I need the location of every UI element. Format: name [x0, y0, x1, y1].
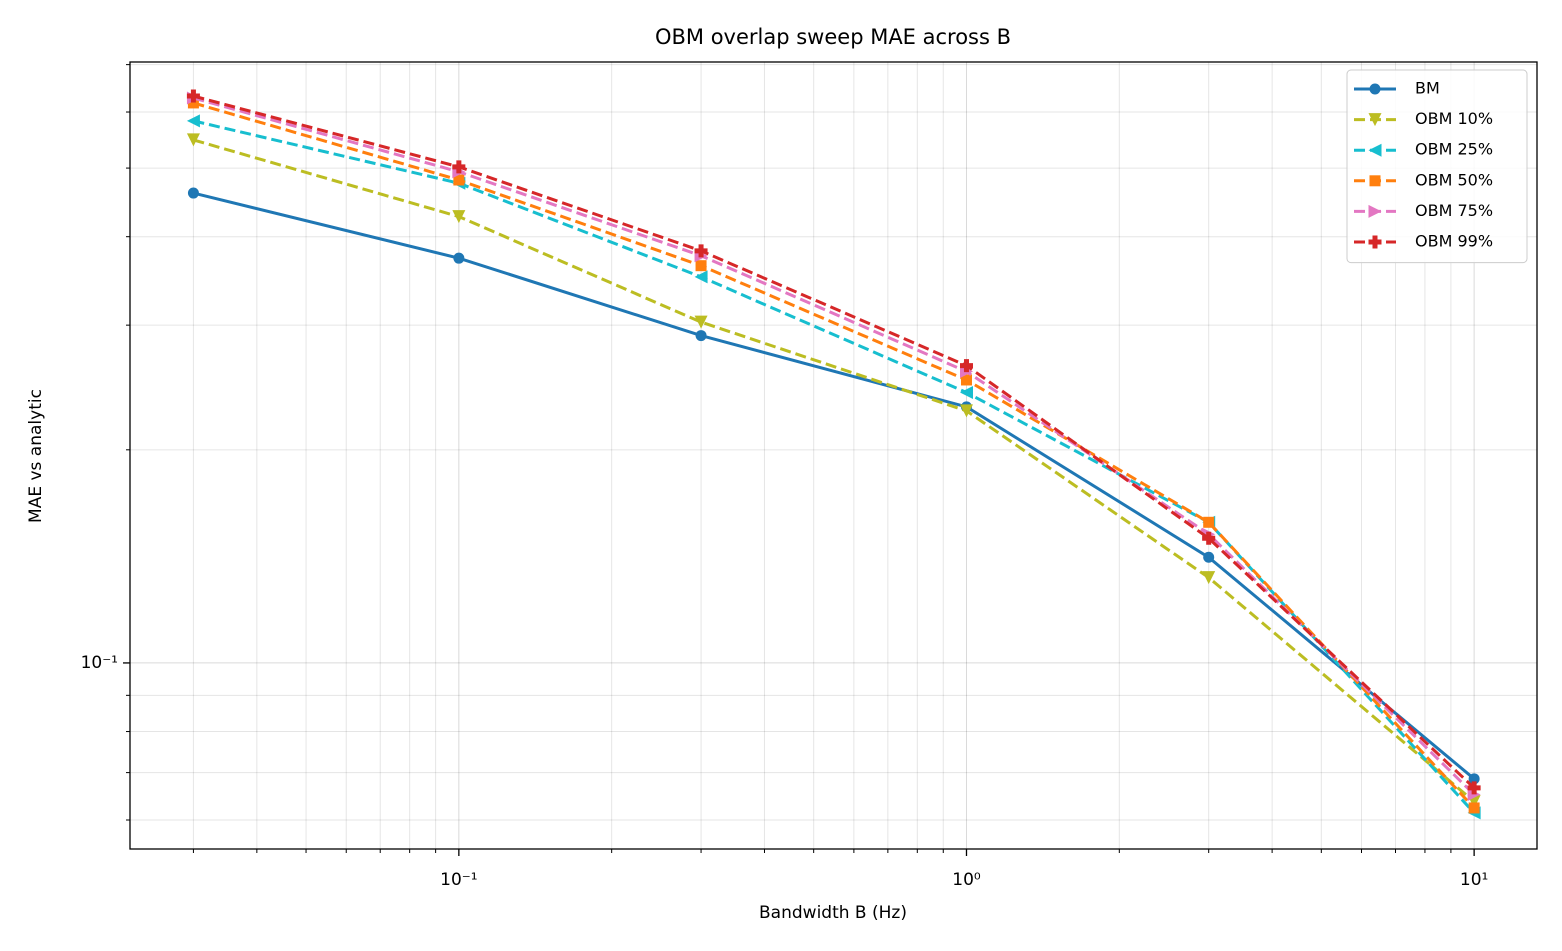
marker	[452, 160, 466, 174]
marker	[695, 330, 707, 342]
legend-marker	[1368, 204, 1382, 218]
marker	[694, 244, 708, 258]
y-axis-label: MAE vs analytic	[26, 389, 46, 523]
series-line	[193, 119, 1476, 814]
y-tick-label: 10⁻¹	[81, 653, 118, 673]
marker	[695, 260, 707, 272]
series-line	[193, 96, 1476, 796]
x-tick-label: 10¹	[1460, 870, 1488, 890]
marker	[959, 359, 973, 373]
legend-marker	[1368, 235, 1382, 249]
series	[186, 133, 1481, 809]
marker	[1468, 802, 1480, 814]
legend-marker	[1369, 83, 1381, 95]
marker	[186, 89, 200, 103]
legend-label: OBM 25%	[1415, 140, 1493, 159]
marker	[1202, 571, 1216, 585]
marker	[186, 114, 200, 128]
marker	[187, 97, 199, 109]
legend-label: OBM 10%	[1415, 109, 1493, 128]
series-line	[193, 101, 1476, 809]
grid	[130, 62, 1537, 849]
series	[187, 187, 1480, 785]
marker	[694, 315, 708, 329]
plot-frame	[129, 61, 1538, 850]
marker	[959, 385, 973, 399]
series	[187, 97, 1480, 814]
marker	[959, 404, 973, 418]
legend-label: OBM 75%	[1415, 201, 1493, 220]
series	[186, 89, 1481, 795]
legend-label: OBM 50%	[1415, 170, 1493, 189]
series-line	[193, 191, 1476, 780]
legend-label: OBM 99%	[1415, 232, 1493, 251]
legend: BM OBM 10% OBM 25% OBM 50% OBM 75% OBM 99%	[1346, 69, 1528, 264]
series-line	[193, 94, 1476, 790]
x-axis-label: Bandwidth B (Hz)	[759, 903, 907, 923]
x-tick-label: 10⁻¹	[440, 870, 477, 890]
marker	[1467, 787, 1481, 801]
marker	[186, 133, 200, 147]
marker	[1202, 531, 1216, 545]
marker	[453, 174, 465, 186]
chart-title: OBM overlap sweep MAE across B	[655, 25, 1011, 49]
x-tick-label: 10⁰	[952, 870, 981, 890]
legend-marker	[1368, 143, 1382, 157]
series-line	[193, 138, 1476, 803]
series	[186, 114, 1481, 820]
marker	[694, 270, 708, 284]
series	[186, 91, 1481, 801]
marker	[1467, 781, 1481, 795]
legend-marker	[1369, 175, 1381, 187]
marker	[187, 187, 199, 199]
marker	[960, 374, 972, 386]
marker	[453, 252, 465, 264]
legend-label: BM	[1415, 79, 1440, 98]
legend-marker	[1368, 113, 1382, 127]
marker	[1203, 516, 1215, 528]
marker	[1203, 551, 1215, 563]
marker	[452, 210, 466, 224]
marker	[1468, 773, 1480, 785]
